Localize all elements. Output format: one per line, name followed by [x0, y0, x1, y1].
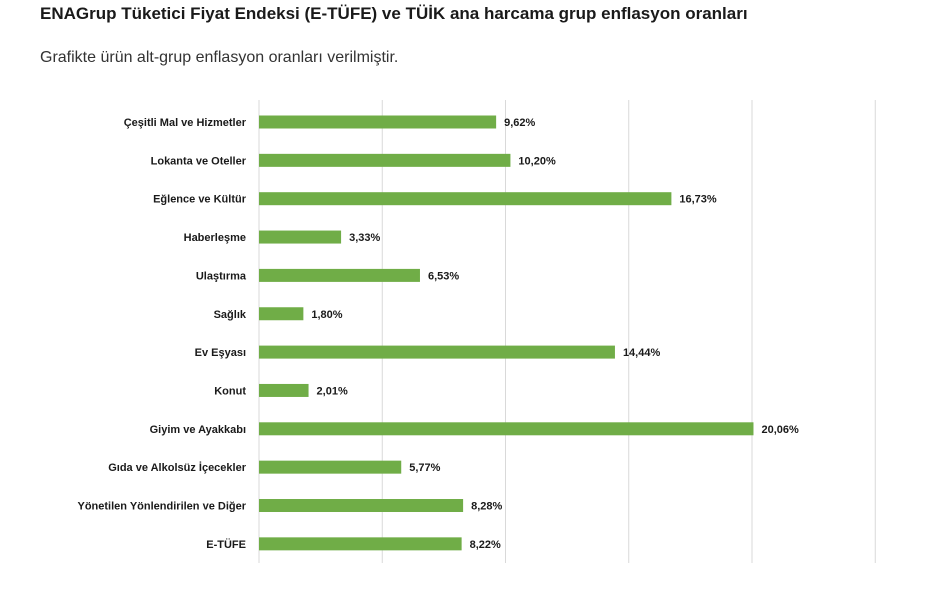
data-label: 9,62%	[504, 117, 535, 129]
data-label: 6,53%	[428, 270, 459, 282]
data-label: 8,28%	[471, 501, 502, 513]
category-label: Giyim ve Ayakkabı	[150, 424, 246, 436]
bar	[259, 153, 511, 167]
category-label: E-TÜFE	[206, 538, 246, 551]
bar	[259, 345, 615, 359]
category-label: Sağlık	[214, 309, 247, 321]
category-label: Eğlence ve Kültür	[153, 194, 247, 206]
category-label: Konut	[214, 385, 246, 397]
chart-title: ENAGrup Tüketici Fiyat Endeksi (E-TÜFE) …	[40, 4, 748, 23]
data-label: 10,20%	[518, 155, 556, 167]
bar	[259, 499, 464, 512]
category-label: Gıda ve Alkolsüz İçecekler	[108, 461, 246, 474]
bar	[259, 192, 672, 206]
bar	[259, 230, 342, 244]
bar	[259, 460, 402, 474]
chart-subtitle: Grafikte ürün alt-grup enflasyon oranlar…	[40, 49, 399, 66]
category-label: Yönetilen Yönlendirilen ve Diğer	[77, 501, 246, 513]
category-label: Ev Eşyası	[195, 347, 246, 359]
category-label: Lokanta ve Oteller	[151, 155, 247, 167]
data-label: 14,44%	[623, 347, 661, 359]
category-label: Çeşitli Mal ve Hizmetler	[124, 117, 247, 129]
bar	[259, 537, 462, 551]
category-label: Haberleşme	[184, 232, 246, 244]
data-label: 20,06%	[761, 424, 799, 436]
data-label: 8,22%	[470, 539, 501, 551]
category-label: Ulaştırma	[196, 270, 247, 282]
data-label: 5,77%	[409, 462, 440, 474]
bar	[259, 383, 309, 397]
data-label: 16,73%	[679, 194, 717, 206]
bar	[259, 115, 497, 129]
data-label: 1,80%	[311, 309, 342, 321]
data-label: 2,01%	[317, 385, 348, 397]
bar	[259, 422, 754, 436]
bar	[259, 268, 420, 282]
data-label: 3,33%	[349, 232, 380, 244]
bar	[259, 307, 304, 321]
